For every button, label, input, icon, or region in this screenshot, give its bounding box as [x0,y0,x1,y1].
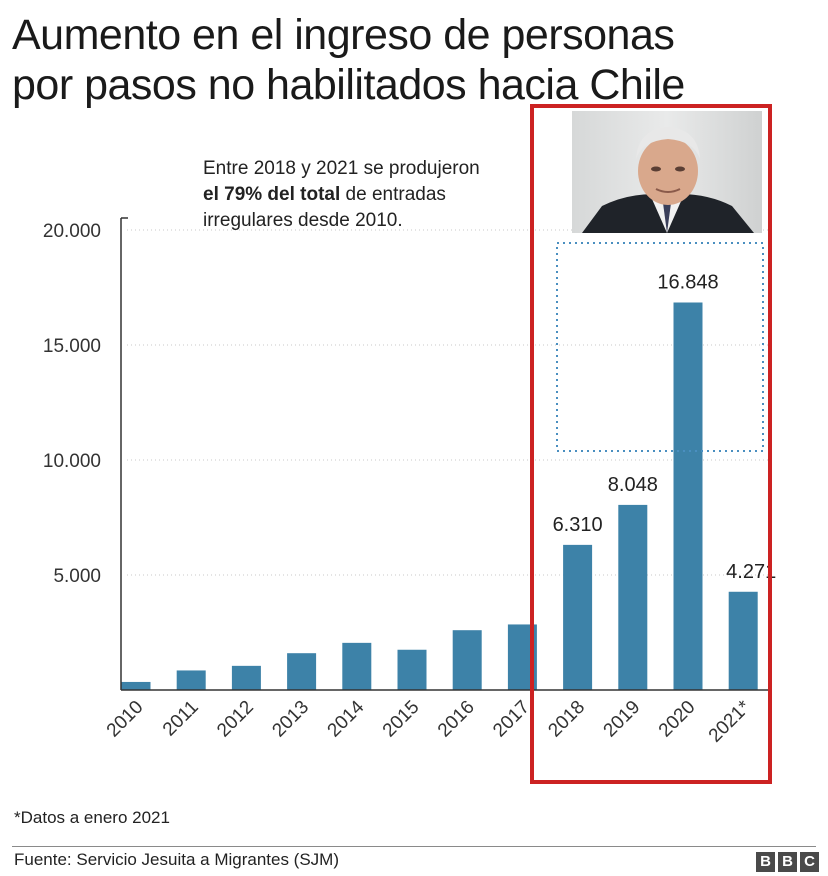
x-tick-label: 2020 [655,697,700,742]
y-tick-label: 10.000 [43,451,101,472]
bbc-logo: B B C [756,852,819,872]
y-tick-label: 15.000 [43,336,101,357]
x-tick-label: 2016 [434,697,479,742]
annotation-post: de entradas irregulares desde 2010. [203,184,446,231]
data-label: 4.271 [726,561,776,583]
bar-2019 [618,504,648,690]
footnote: *Datos a enero 2021 [14,808,170,827]
axes [120,217,770,691]
x-tick-label: 2015 [379,697,424,742]
logo-letter: B [778,852,797,872]
portrait-photo [572,111,762,233]
source-credit: Fuente: Servicio Jesuita a Migrantes (SJ… [14,850,340,869]
data-label: 6.310 [553,514,603,536]
y-tick-label: 5.000 [53,566,101,587]
y-tick-label: 20.000 [43,221,101,242]
bar-2018 [563,544,593,690]
title-line-2: por pasos no habilitados hacia Chile [12,61,685,109]
chart-title: Aumento en el ingreso de personas por pa… [12,10,812,110]
footer-divider [12,846,816,847]
bar-2013 [287,653,317,690]
data-label: 8.048 [608,474,658,496]
x-tick-label: 2017 [489,697,534,742]
bar-2015 [397,649,427,690]
data-label: 16.848 [657,271,718,293]
x-tick-label: 2014 [324,696,369,741]
bar-2012 [231,665,261,690]
portrait-photo-illustration [572,111,762,233]
x-tick-label: 2021* [705,696,755,746]
x-tick-labels: 2010 2011 2012 2013 2014 2015 2016 2017 2018 2019… [103,696,755,746]
logo-letter: C [800,852,819,872]
x-tick-label: 2011 [159,697,203,741]
bars [121,302,758,690]
x-tick-label: 2010 [103,697,148,742]
bar-2020 [673,302,703,690]
bar-2011 [176,670,206,690]
y-tick-labels: 5.000 10.000 15.000 20.000 [43,221,101,587]
annotation-text: Entre 2018 y 2021 se produjeron el 79% d… [203,156,533,234]
x-tick-label: 2018 [544,697,589,742]
annotation-pre: Entre 2018 y 2021 se produjeron [203,158,480,179]
logo-letter: B [756,852,775,872]
bar-2014 [342,642,372,690]
title-line-1: Aumento en el ingreso de personas [12,11,675,59]
bar-2021 [728,591,758,690]
annotation-bold: el 79% del total [203,184,341,205]
x-tick-label: 2019 [600,697,645,742]
bar-2016 [452,630,482,690]
bar-2010 [121,681,151,690]
dotted-highlight-box [556,242,764,452]
x-tick-label: 2012 [213,697,258,742]
highlight-frame [530,104,772,784]
x-tick-label: 2013 [268,697,313,742]
